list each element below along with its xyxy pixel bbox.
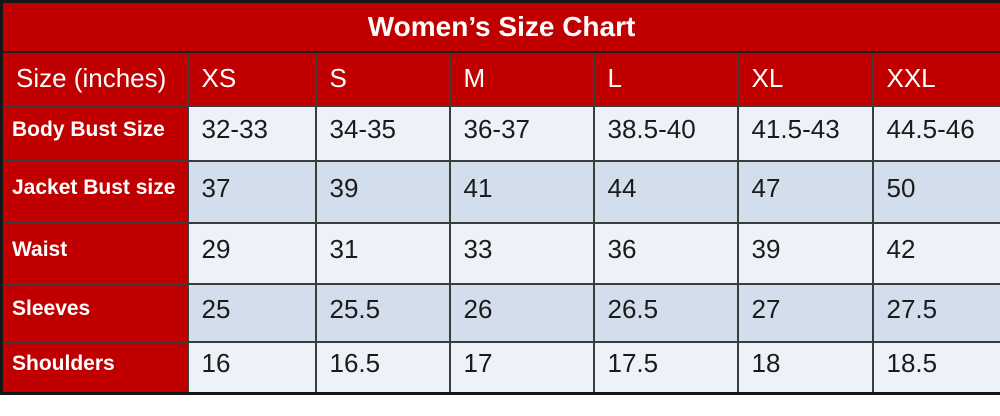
cell-jacket-bust-xxl: 50 (871, 159, 1000, 224)
header-size-xl: XL (736, 50, 874, 107)
table-row-body-bust-size: Body Bust Size 32-33 34-35 36-37 38.5-40… (0, 104, 1000, 162)
table-row-waist: Waist 29 31 33 36 39 42 (0, 221, 1000, 285)
cell-shoulders-xxl: 18.5 (871, 340, 1000, 395)
cell-body-bust-xs: 32-33 (186, 104, 317, 162)
cell-jacket-bust-s: 39 (314, 159, 451, 224)
header-size-xs: XS (186, 50, 317, 107)
cell-waist-m: 33 (448, 221, 595, 285)
cell-shoulders-l: 17.5 (592, 340, 739, 395)
header-size-xxl: XXL (871, 50, 1000, 107)
cell-jacket-bust-m: 41 (448, 159, 595, 224)
cell-shoulders-m: 17 (448, 340, 595, 395)
title-row: Women’s Size Chart (0, 0, 1000, 53)
header-size-l: L (592, 50, 739, 107)
row-label-body-bust-size: Body Bust Size (0, 104, 189, 162)
row-label-waist: Waist (0, 221, 189, 285)
cell-sleeves-m: 26 (448, 282, 595, 343)
cell-sleeves-s: 25.5 (314, 282, 451, 343)
chart-title: Women’s Size Chart (0, 0, 1000, 53)
cell-jacket-bust-l: 44 (592, 159, 739, 224)
header-row: Size (inches) XS S M L XL XXL (0, 50, 1000, 107)
table-row-jacket-bust-size: Jacket Bust size 37 39 41 44 47 50 (0, 159, 1000, 224)
table-row-shoulders: Shoulders 16 16.5 17 17.5 18 18.5 (0, 340, 1000, 395)
cell-jacket-bust-xs: 37 (186, 159, 317, 224)
header-size-m: M (448, 50, 595, 107)
cell-body-bust-s: 34-35 (314, 104, 451, 162)
cell-waist-xl: 39 (736, 221, 874, 285)
cell-sleeves-l: 26.5 (592, 282, 739, 343)
header-size-inches: Size (inches) (0, 50, 189, 107)
row-label-sleeves: Sleeves (0, 282, 189, 343)
table-row-sleeves: Sleeves 25 25.5 26 26.5 27 27.5 (0, 282, 1000, 343)
cell-jacket-bust-xl: 47 (736, 159, 874, 224)
cell-sleeves-xl: 27 (736, 282, 874, 343)
cell-sleeves-xxl: 27.5 (871, 282, 1000, 343)
cell-body-bust-xl: 41.5-43 (736, 104, 874, 162)
cell-shoulders-s: 16.5 (314, 340, 451, 395)
cell-sleeves-xs: 25 (186, 282, 317, 343)
cell-waist-xs: 29 (186, 221, 317, 285)
cell-waist-l: 36 (592, 221, 739, 285)
cell-shoulders-xs: 16 (186, 340, 317, 395)
header-size-s: S (314, 50, 451, 107)
cell-body-bust-l: 38.5-40 (592, 104, 739, 162)
row-label-jacket-bust-size: Jacket Bust size (0, 159, 189, 224)
cell-waist-xxl: 42 (871, 221, 1000, 285)
row-label-shoulders: Shoulders (0, 340, 189, 395)
cell-shoulders-xl: 18 (736, 340, 874, 395)
cell-waist-s: 31 (314, 221, 451, 285)
size-chart-table: Women’s Size Chart Size (inches) XS S M … (0, 0, 1000, 395)
cell-body-bust-xxl: 44.5-46 (871, 104, 1000, 162)
cell-body-bust-m: 36-37 (448, 104, 595, 162)
